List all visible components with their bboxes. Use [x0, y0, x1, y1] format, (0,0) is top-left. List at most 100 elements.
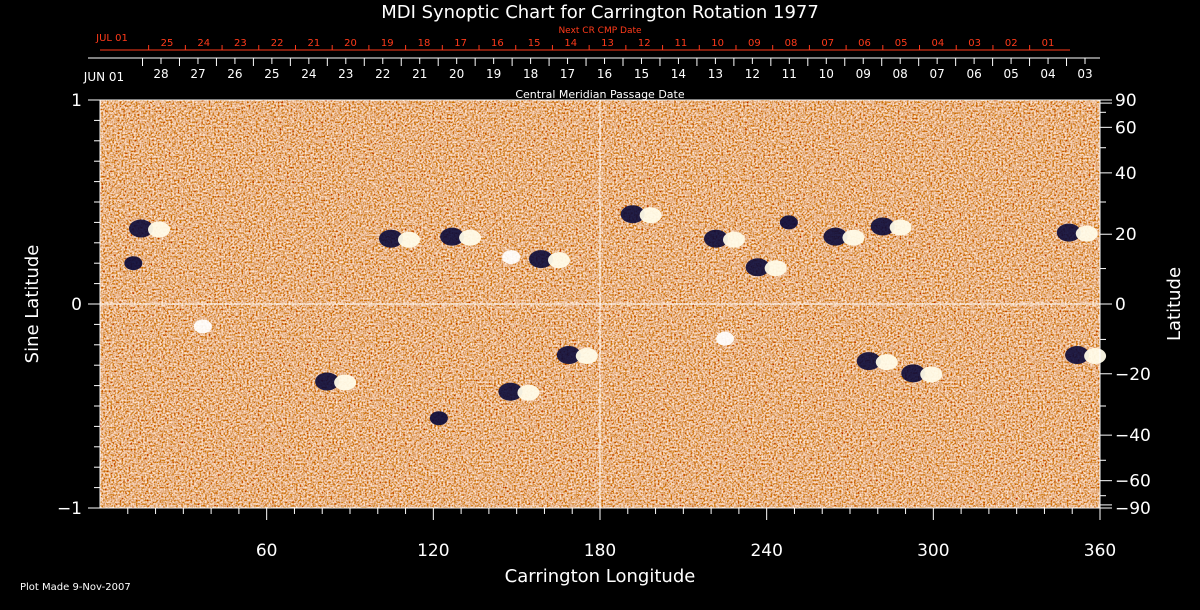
y-right-tick-label: 90	[1115, 91, 1137, 111]
y-axis-right: 90 60 40 20 0 −20 −40 −60 −90	[1100, 91, 1151, 519]
region-negative-patch	[620, 205, 645, 224]
next-cr-axis: 25 24 23 22 21 20 19 18 17 16 15 14 13 12 11 10 09 08 07 06…	[100, 38, 1070, 51]
next-cr-date-label: 14	[564, 38, 577, 49]
region-positive-patch	[920, 366, 943, 383]
region-positive-patch	[875, 354, 898, 371]
next-cr-date-label: 18	[418, 38, 431, 49]
region-positive-patch	[716, 331, 734, 346]
y-right-tick-label: −40	[1115, 426, 1151, 446]
region-positive-patch	[842, 229, 865, 246]
region-negative-patch	[870, 217, 895, 236]
region-positive-patch	[459, 229, 482, 246]
region-positive-patch	[148, 221, 170, 238]
x-tick-label: 240	[750, 541, 782, 561]
region-negative-patch	[429, 411, 448, 426]
x-axis-label: Carrington Longitude	[505, 566, 696, 587]
region-positive-patch	[502, 250, 521, 265]
cmp-date-label: 10	[819, 67, 834, 81]
y-left-tick-label: −1	[57, 499, 82, 519]
y-right-tick-label: 40	[1115, 164, 1137, 184]
next-cr-start-label: JUL 01	[95, 33, 128, 44]
next-cr-date-label: 15	[528, 38, 541, 49]
chart-title: MDI Synoptic Chart for Carrington Rotati…	[381, 2, 819, 23]
cmp-date-label: 21	[412, 67, 427, 81]
reference-lines	[100, 100, 1100, 508]
cmp-date-axis: 28 27 26 25 24 23 22 21 20 19 18 17 16 15 14 13 12 11 10 09…	[88, 57, 1100, 81]
region-negative-patch	[779, 215, 798, 230]
cmp-date-label: 07	[930, 67, 945, 81]
next-cr-date-label: 12	[638, 38, 651, 49]
region-positive-patch	[723, 231, 745, 248]
y-axis-left: 1 0 −1	[57, 91, 100, 519]
next-cr-date-label: 21	[307, 38, 320, 49]
cmp-date-label: 09	[856, 67, 871, 81]
region-positive-patch	[1084, 348, 1107, 364]
next-cr-date-label: 25	[161, 38, 174, 49]
next-cr-date-label: 08	[785, 38, 798, 49]
next-cr-date-label: 10	[711, 38, 724, 49]
region-positive-patch	[639, 207, 662, 224]
region-negative-patch	[745, 258, 770, 277]
cmp-date-label: 19	[486, 67, 501, 81]
region-positive-patch	[193, 319, 212, 334]
region-negative-patch	[379, 229, 403, 248]
next-cr-date-label: 13	[601, 38, 614, 49]
region-negative-patch	[704, 229, 728, 248]
x-tick-label: 120	[417, 541, 449, 561]
y-right-tick-label: −90	[1115, 499, 1151, 519]
region-negative-patch	[823, 227, 848, 246]
cmp-date-label: 11	[782, 67, 797, 81]
x-tick-label: 360	[1084, 541, 1116, 561]
next-cr-date-label: 04	[932, 38, 945, 49]
cmp-date-label: 20	[449, 67, 464, 81]
cmp-axis-label: Central Meridian Passage Date	[515, 88, 684, 101]
cmp-date-label: 24	[301, 67, 316, 81]
next-cr-date-label: 09	[748, 38, 761, 49]
y-right-tick-label: −60	[1115, 472, 1151, 492]
x-tick-label: 300	[917, 541, 949, 561]
region-negative-patch	[129, 219, 153, 238]
cmp-date-label: 08	[893, 67, 908, 81]
next-cr-date-label: 23	[234, 38, 247, 49]
next-cr-date-label: 07	[821, 38, 834, 49]
next-cr-date-label: 02	[1005, 38, 1018, 49]
region-negative-patch	[901, 364, 926, 383]
region-negative-patch	[1056, 223, 1081, 242]
y-left-tick-label: 1	[71, 91, 82, 111]
region-negative-patch	[556, 346, 581, 364]
next-cr-date-label: 06	[858, 38, 871, 49]
cmp-date-label: 18	[523, 67, 538, 81]
cmp-date-label: 12	[745, 67, 760, 81]
next-cr-date-label: 20	[344, 38, 357, 49]
y-axis-label-right: Latitude	[1164, 267, 1185, 341]
cmp-start-label: JUN 01	[83, 70, 124, 84]
region-negative-patch	[440, 227, 465, 246]
region-positive-patch	[575, 348, 598, 364]
region-negative-patch	[498, 382, 523, 401]
region-positive-patch	[764, 260, 787, 277]
cmp-date-label: 04	[1040, 67, 1055, 81]
cmp-date-label: 06	[966, 67, 981, 81]
y-right-tick-label: 60	[1115, 118, 1137, 138]
region-negative-patch	[124, 256, 143, 271]
region-negative-patch	[529, 250, 553, 269]
region-positive-patch	[1075, 225, 1098, 242]
y-axis-label-left: Sine Latitude	[22, 245, 43, 364]
region-negative-patch	[315, 372, 340, 391]
next-cr-date-label: 11	[675, 38, 688, 49]
cmp-date-label: 17	[560, 67, 575, 81]
y-right-tick-label: 20	[1115, 225, 1137, 245]
region-positive-patch	[398, 231, 420, 248]
region-positive-patch	[517, 384, 540, 401]
next-cr-date-label: 03	[968, 38, 981, 49]
cmp-date-label: 14	[671, 67, 686, 81]
x-axis: 60 120 180 240 300 360	[127, 508, 1116, 561]
cmp-date-label: 05	[1003, 67, 1018, 81]
cmp-date-label: 28	[153, 67, 168, 81]
cmp-date-label: 16	[597, 67, 612, 81]
y-left-tick-label: 0	[71, 295, 82, 315]
next-cr-date-label: 17	[454, 38, 467, 49]
plot-made-note: Plot Made 9-Nov-2007	[20, 582, 131, 593]
region-negative-patch	[856, 352, 881, 371]
